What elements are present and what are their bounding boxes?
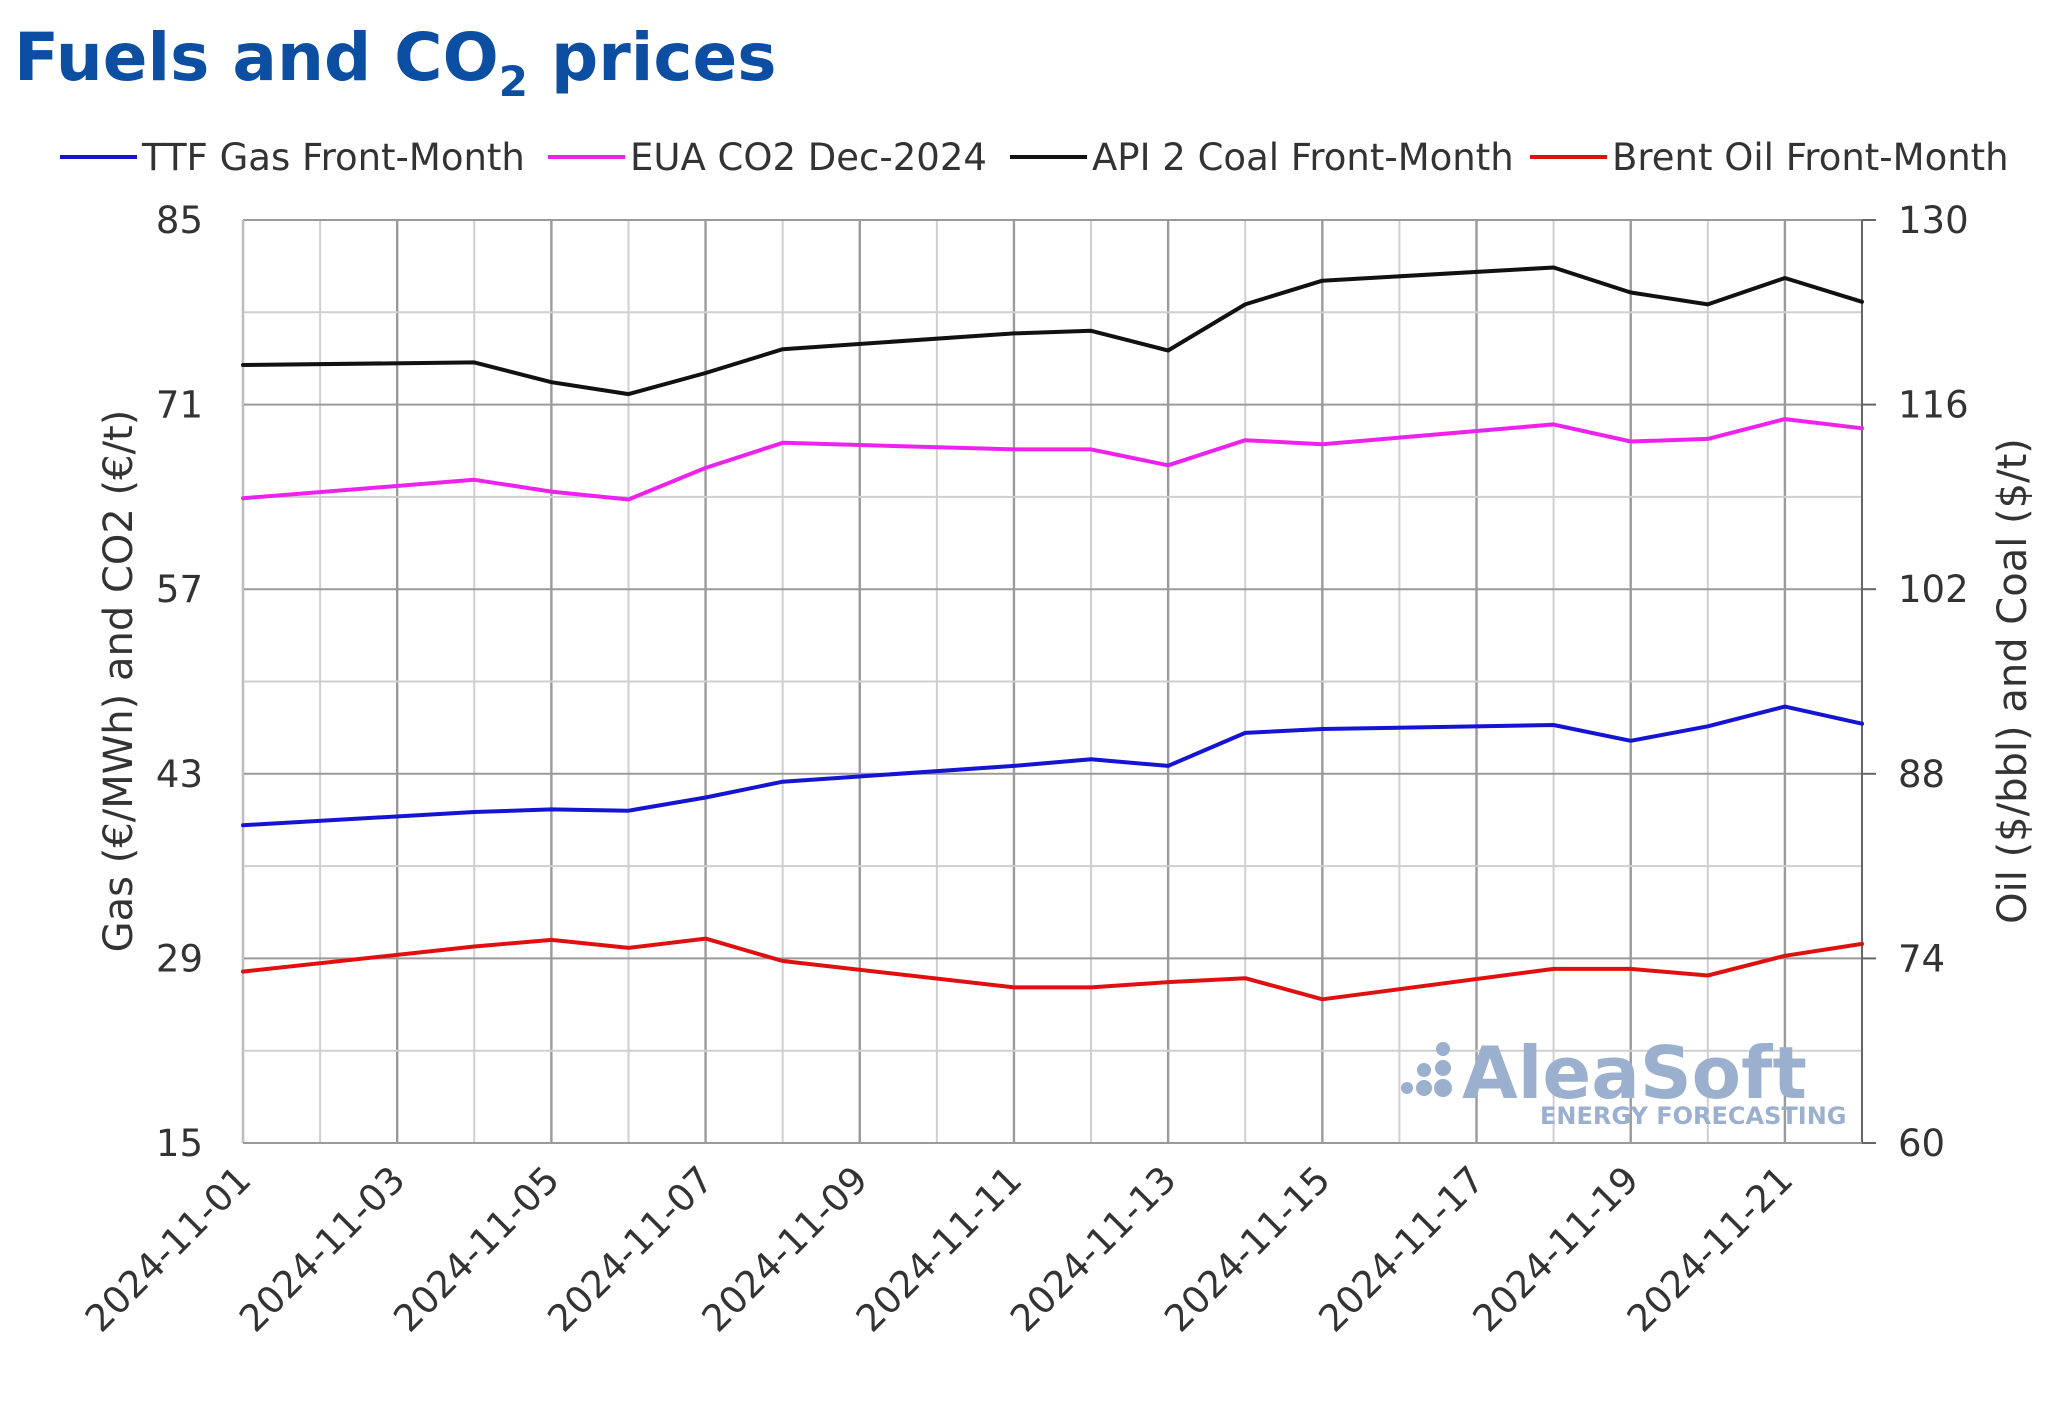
x-tick-label: 2024-11-09 xyxy=(694,1158,876,1340)
watermark-tagline: ENERGY FORECASTING xyxy=(1540,1102,1847,1130)
x-tick-label: 2024-11-07 xyxy=(539,1158,721,1340)
y-left-tick-label: 43 xyxy=(156,753,203,796)
watermark-dot xyxy=(1417,1063,1431,1077)
y-left-tick-label: 85 xyxy=(156,199,203,242)
grid xyxy=(241,219,1863,1144)
x-tick-label: 2024-11-21 xyxy=(1619,1158,1801,1340)
legend-entry: EUA CO2 Dec-2024 xyxy=(630,136,987,179)
watermark-dot xyxy=(1435,1060,1451,1076)
watermark-logo-dots xyxy=(1401,1042,1452,1097)
chart-title-main: Fuels and CO xyxy=(14,19,499,96)
y-left-tick-label: 71 xyxy=(156,384,203,427)
x-tick-label: 2024-11-01 xyxy=(77,1158,259,1340)
series-line xyxy=(241,417,1864,502)
x-tick-label: 2024-11-03 xyxy=(231,1158,413,1340)
x-tick-label: 2024-11-17 xyxy=(1310,1158,1492,1340)
y-right-tick-label: 102 xyxy=(1898,568,1969,611)
watermark-dot xyxy=(1434,1079,1452,1097)
y-left-tick-label: 57 xyxy=(156,568,203,611)
legend-entry: Brent Oil Front-Month xyxy=(1612,136,2009,179)
x-tick-label: 2024-11-13 xyxy=(1002,1158,1184,1340)
legend-entry: API 2 Coal Front-Month xyxy=(1092,136,1514,179)
watermark-brand: AleaSoft xyxy=(1462,1031,1807,1115)
x-tick-label: 2024-11-19 xyxy=(1465,1158,1647,1340)
y-right-tick-label: 130 xyxy=(1898,199,1969,242)
legend: TTF Gas Front-Month EUA CO2 Dec-2024 API 2… xyxy=(60,136,2009,179)
chart-title-subscript: 2 xyxy=(499,57,528,106)
series-line xyxy=(241,936,1864,1002)
series-line xyxy=(241,704,1864,828)
y-right-tick-label: 60 xyxy=(1898,1122,1945,1165)
watermark-dot xyxy=(1436,1042,1450,1056)
chart-title: Fuels and CO2 prices xyxy=(14,19,777,106)
series-group xyxy=(241,265,1864,1002)
y-right-tick-label: 74 xyxy=(1898,937,1945,980)
chart-title-tail: prices xyxy=(528,19,777,96)
series-line xyxy=(241,265,1864,397)
x-tick-label: 2024-11-15 xyxy=(1156,1158,1338,1340)
watermark: AleaSoft ENERGY FORECASTING xyxy=(1401,1031,1847,1130)
legend-entry: TTF Gas Front-Month xyxy=(141,136,525,179)
x-tick-label: 2024-11-05 xyxy=(385,1158,567,1340)
y-left-tick-label: 29 xyxy=(156,937,203,980)
y-right-tick-label: 116 xyxy=(1898,384,1969,427)
y-axis-left-label: Gas (€/MWh) and CO2 (€/t) xyxy=(96,410,142,953)
y-left-tick-label: 15 xyxy=(156,1122,203,1165)
x-tick-label: 2024-11-11 xyxy=(848,1158,1030,1340)
watermark-dot xyxy=(1416,1080,1432,1096)
watermark-dot xyxy=(1401,1082,1413,1094)
axes: 1529435771856074881021161302024-11-01202… xyxy=(77,199,2036,1340)
y-axis-right-label: Oil ($/bbl) and Coal ($/t) xyxy=(1990,438,2036,924)
y-right-tick-label: 88 xyxy=(1898,753,1945,796)
